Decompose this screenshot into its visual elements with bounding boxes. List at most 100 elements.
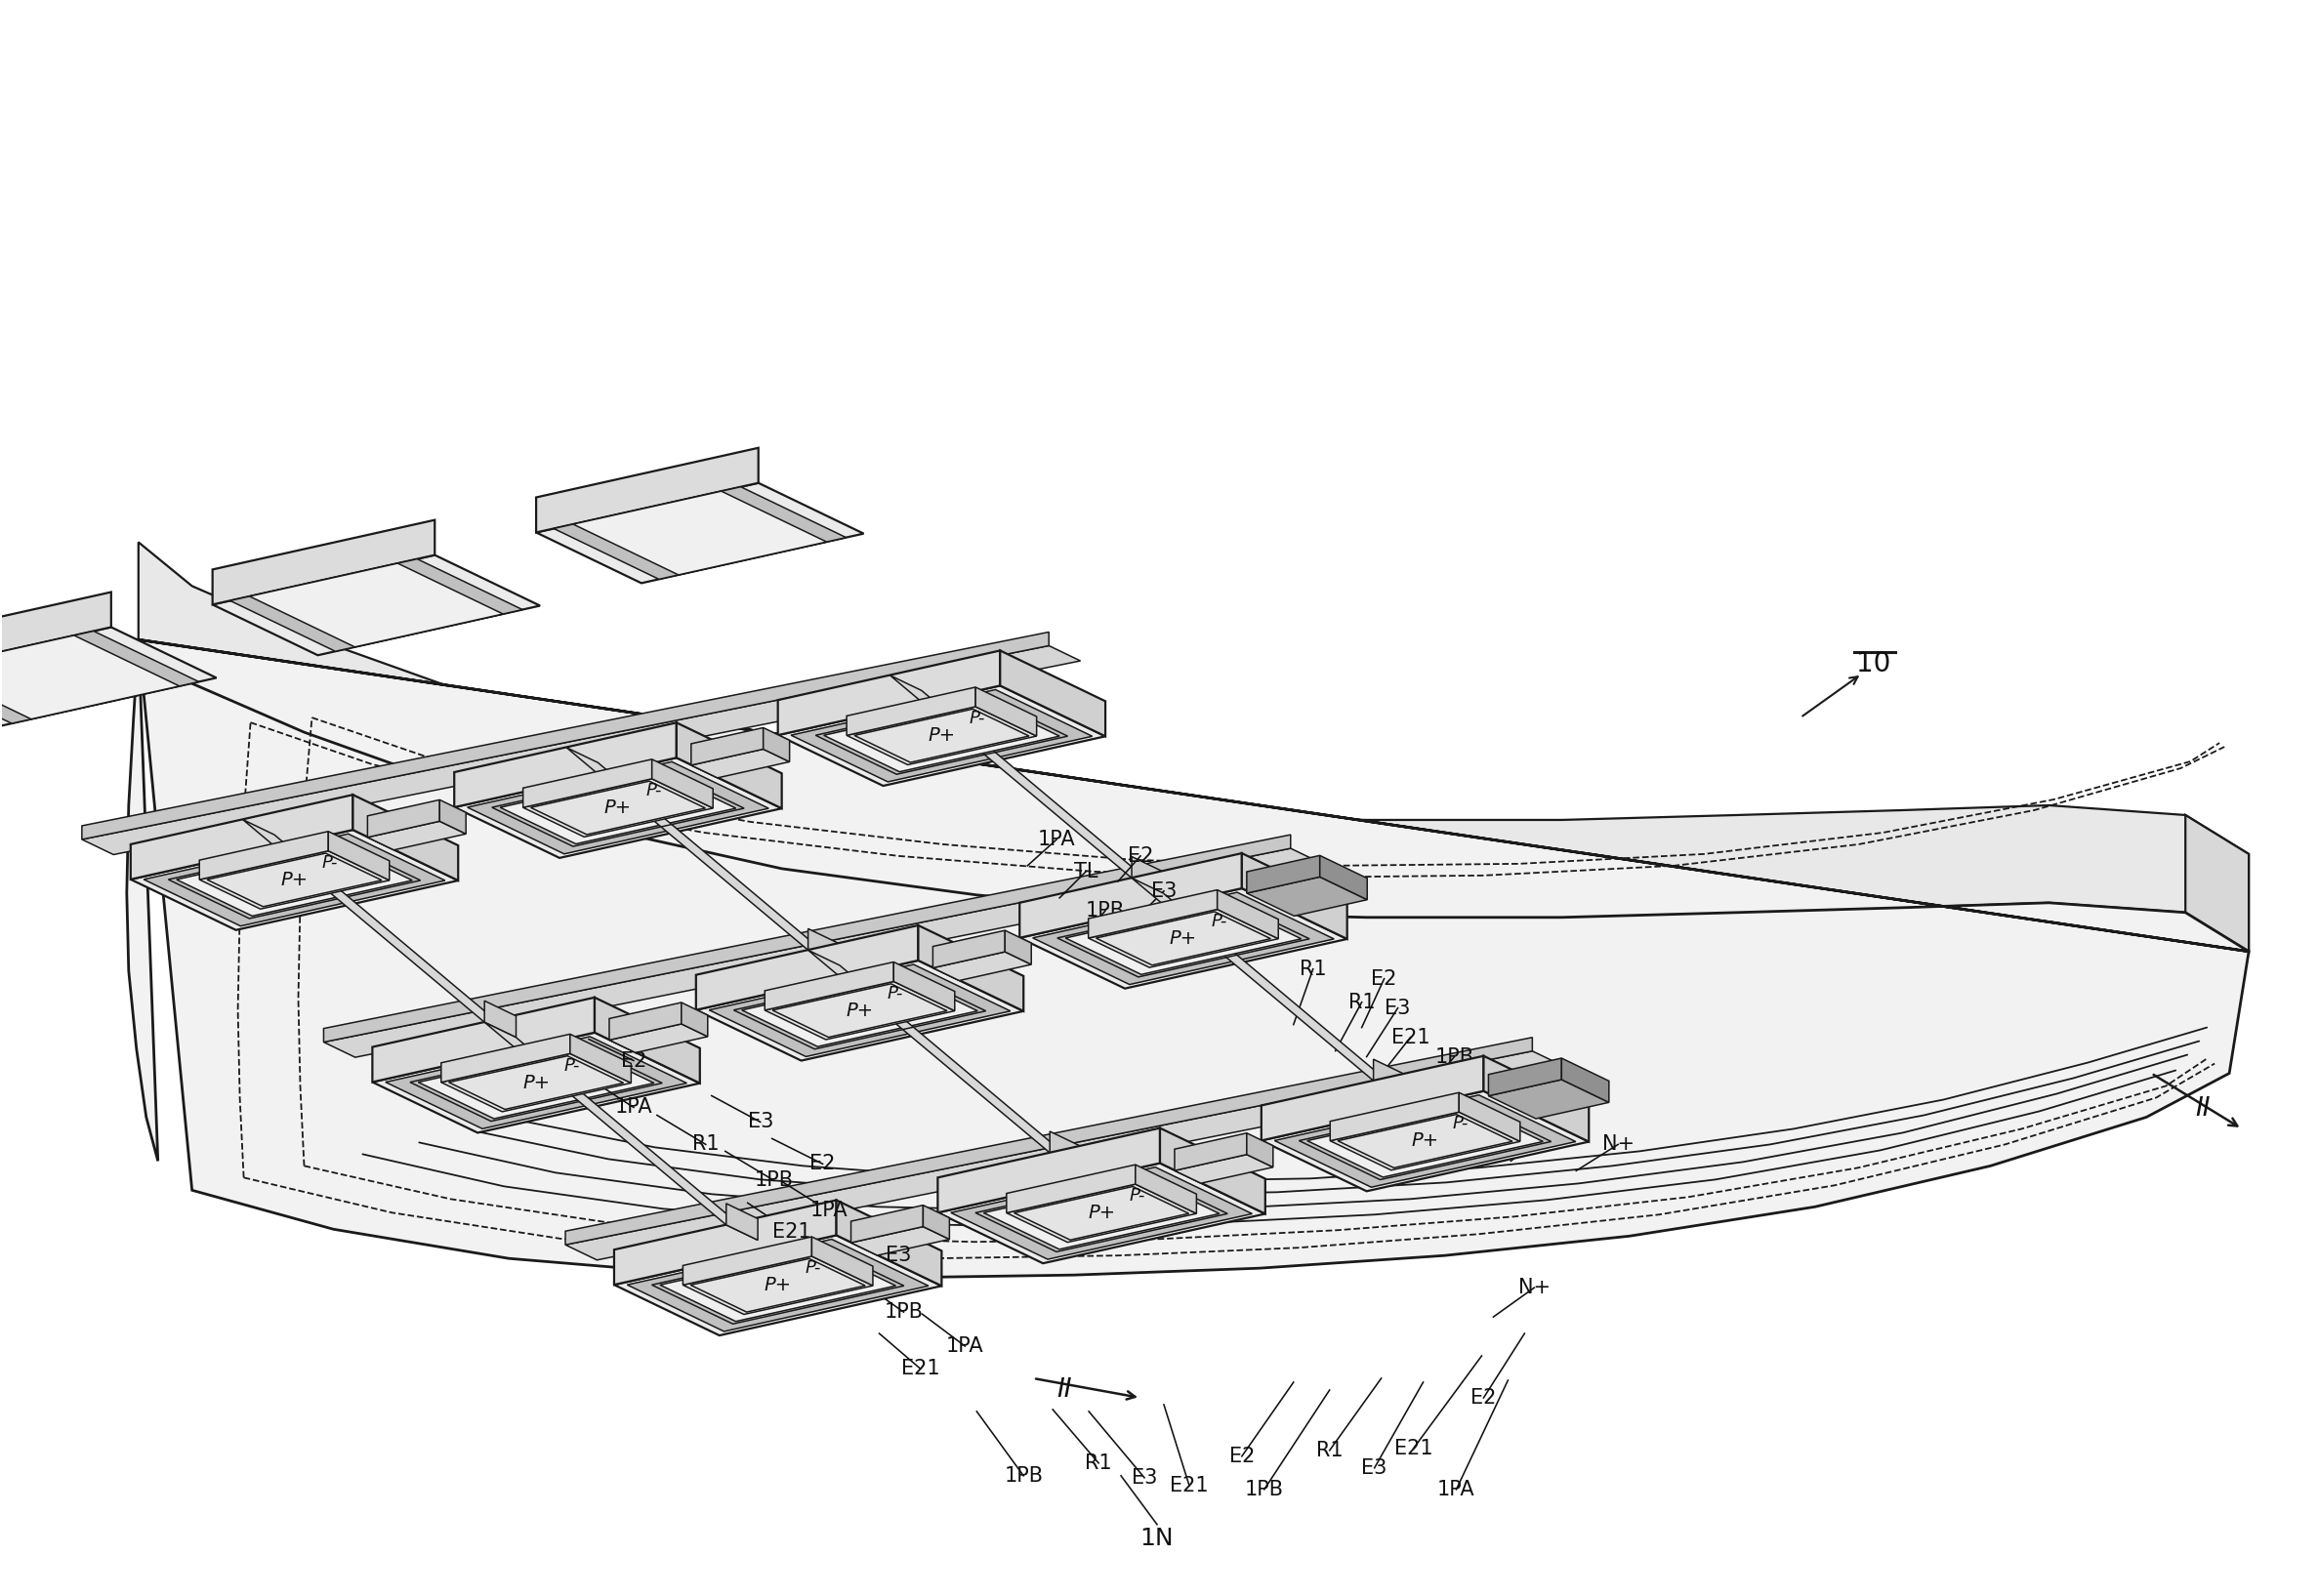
Polygon shape — [1175, 1133, 1247, 1170]
Polygon shape — [976, 688, 1036, 736]
Text: P-: P- — [969, 710, 985, 728]
Polygon shape — [454, 723, 677, 808]
Polygon shape — [484, 1001, 517, 1037]
Text: P-: P- — [1129, 1187, 1145, 1205]
Polygon shape — [932, 930, 1006, 967]
Text: P-: P- — [563, 1057, 580, 1074]
Text: P+: P+ — [846, 1001, 874, 1020]
Polygon shape — [1275, 1095, 1576, 1187]
Polygon shape — [1261, 1092, 1588, 1191]
Polygon shape — [373, 998, 596, 1082]
Polygon shape — [1247, 1133, 1273, 1167]
Polygon shape — [823, 699, 1059, 772]
Polygon shape — [596, 998, 700, 1084]
Polygon shape — [837, 1200, 941, 1286]
Polygon shape — [1131, 857, 1164, 894]
Text: E2: E2 — [1229, 1446, 1254, 1467]
Polygon shape — [0, 627, 216, 728]
Polygon shape — [846, 707, 1036, 764]
Polygon shape — [779, 686, 1106, 785]
Text: 1PA: 1PA — [614, 1098, 651, 1117]
Polygon shape — [923, 1205, 950, 1238]
Text: 1PB: 1PB — [1085, 900, 1124, 921]
Polygon shape — [0, 592, 111, 677]
Polygon shape — [851, 1205, 923, 1243]
Text: E3: E3 — [885, 1246, 911, 1266]
Text: R1: R1 — [693, 1135, 719, 1154]
Polygon shape — [1458, 1093, 1521, 1141]
Text: 10: 10 — [1857, 650, 1891, 678]
Text: 1PA: 1PA — [1481, 1084, 1521, 1103]
Text: P-: P- — [322, 854, 338, 871]
Text: E2: E2 — [809, 1154, 834, 1173]
Text: E2: E2 — [1372, 969, 1398, 988]
Polygon shape — [417, 1047, 654, 1119]
Polygon shape — [229, 559, 522, 651]
Text: 1N: 1N — [1140, 1526, 1173, 1550]
Polygon shape — [614, 1235, 941, 1336]
Polygon shape — [566, 1037, 1532, 1245]
Polygon shape — [139, 543, 2248, 951]
Polygon shape — [573, 492, 828, 575]
Text: E21: E21 — [1138, 918, 1178, 937]
Polygon shape — [765, 982, 955, 1039]
Polygon shape — [614, 1200, 837, 1285]
Polygon shape — [677, 723, 781, 809]
Text: E2: E2 — [1470, 1389, 1497, 1408]
Polygon shape — [1488, 1079, 1609, 1119]
Polygon shape — [1375, 1060, 1405, 1096]
Polygon shape — [468, 761, 770, 854]
Polygon shape — [684, 1256, 874, 1315]
Polygon shape — [939, 1128, 1159, 1213]
Polygon shape — [765, 962, 895, 1010]
Polygon shape — [709, 964, 1011, 1057]
Polygon shape — [695, 926, 918, 1010]
Polygon shape — [1066, 902, 1300, 975]
Polygon shape — [329, 832, 389, 881]
Polygon shape — [144, 833, 445, 926]
Polygon shape — [932, 951, 1032, 980]
Text: E2: E2 — [1127, 846, 1154, 865]
Polygon shape — [127, 640, 2248, 1278]
Text: 1PA: 1PA — [809, 1200, 848, 1221]
Polygon shape — [939, 1163, 1266, 1264]
Polygon shape — [763, 728, 790, 761]
Polygon shape — [1307, 1104, 1544, 1178]
Polygon shape — [0, 635, 178, 720]
Text: 1PB: 1PB — [1004, 1467, 1043, 1486]
Polygon shape — [999, 651, 1106, 736]
Polygon shape — [554, 487, 846, 579]
Text: P-: P- — [888, 985, 904, 1002]
Polygon shape — [352, 795, 459, 881]
Polygon shape — [628, 1238, 930, 1331]
Polygon shape — [1006, 930, 1032, 964]
Polygon shape — [130, 795, 352, 879]
Polygon shape — [243, 819, 517, 1037]
Polygon shape — [681, 1002, 707, 1036]
Polygon shape — [1247, 855, 1319, 894]
Text: 1PA: 1PA — [1437, 1479, 1474, 1499]
Text: 1PB: 1PB — [1245, 1479, 1284, 1499]
Polygon shape — [176, 844, 413, 916]
Polygon shape — [742, 975, 978, 1047]
Text: E3: E3 — [1131, 1468, 1157, 1487]
Text: E3: E3 — [746, 1112, 774, 1132]
Polygon shape — [1242, 854, 1347, 938]
Polygon shape — [369, 822, 466, 851]
Polygon shape — [918, 926, 1025, 1012]
Polygon shape — [2186, 816, 2248, 951]
Text: II: II — [1057, 1377, 1071, 1403]
Text: P+: P+ — [605, 798, 633, 817]
Polygon shape — [385, 1036, 686, 1128]
Polygon shape — [535, 448, 758, 533]
Polygon shape — [890, 675, 1164, 894]
Polygon shape — [790, 689, 1092, 782]
Polygon shape — [691, 749, 790, 777]
Polygon shape — [454, 758, 781, 859]
Text: P+: P+ — [927, 726, 955, 745]
Polygon shape — [1331, 1093, 1458, 1141]
Polygon shape — [809, 929, 839, 966]
Text: E21: E21 — [1391, 1028, 1430, 1047]
Polygon shape — [81, 646, 1080, 854]
Polygon shape — [524, 779, 714, 836]
